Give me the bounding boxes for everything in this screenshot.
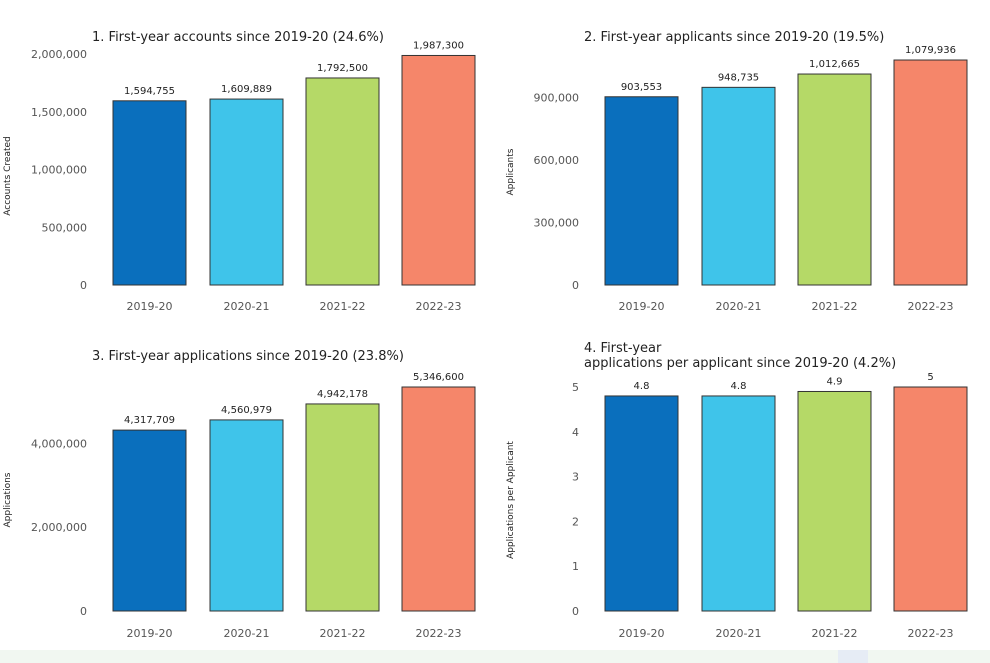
- x-tick-label: 2020-21: [716, 300, 762, 313]
- x-tick-label: 2019-20: [127, 627, 173, 640]
- bar: [701, 86, 776, 286]
- chart-title: 2. First-year applicants since 2019-20 (…: [584, 30, 884, 45]
- y-tick-label: 900,000: [534, 92, 580, 105]
- y-tick-label: 300,000: [534, 217, 580, 230]
- x-tick-label: 2020-21: [716, 627, 762, 640]
- y-tick-label: 2,000,000: [31, 48, 87, 61]
- y-axis-label: Applications: [3, 472, 13, 527]
- y-tick-label: 2,000,000: [31, 521, 87, 534]
- y-tick-label: 0: [80, 279, 87, 292]
- bar: [305, 403, 380, 612]
- x-tick-label: 2021-22: [320, 300, 366, 313]
- bar: [401, 54, 476, 286]
- x-tick-label: 2022-23: [416, 300, 462, 313]
- y-tick-label: 1,500,000: [31, 106, 87, 119]
- chart-title: 1. First-year accounts since 2019-20 (24…: [92, 30, 384, 45]
- bar: [797, 73, 872, 286]
- bar: [701, 395, 776, 612]
- x-tick-label: 2021-22: [320, 627, 366, 640]
- data-label: 1,012,665: [809, 59, 860, 70]
- data-label: 5,346,600: [413, 372, 464, 383]
- data-label: 903,553: [621, 82, 662, 93]
- x-tick-label: 2019-20: [619, 627, 665, 640]
- y-tick-label: 600,000: [534, 154, 580, 167]
- bar: [893, 386, 968, 612]
- y-tick-label: 500,000: [42, 221, 88, 234]
- y-tick-label: 2: [572, 515, 579, 528]
- x-tick-label: 2019-20: [619, 300, 665, 313]
- data-label: 5: [927, 372, 933, 383]
- bar: [604, 96, 679, 286]
- data-label: 1,594,755: [124, 86, 175, 97]
- bar: [112, 429, 187, 612]
- y-tick-label: 0: [572, 279, 579, 292]
- bar: [401, 386, 476, 612]
- bar: [797, 390, 872, 612]
- bar: [209, 419, 284, 612]
- data-label: 4.8: [731, 381, 747, 392]
- data-label: 1,079,936: [905, 45, 956, 56]
- bar: [604, 395, 679, 612]
- data-label: 4,560,979: [221, 405, 272, 416]
- x-tick-label: 2022-23: [416, 627, 462, 640]
- data-label: 4.8: [634, 381, 650, 392]
- y-tick-label: 1,000,000: [31, 164, 87, 177]
- y-tick-label: 5: [572, 381, 579, 394]
- footer-strip: [0, 650, 990, 663]
- x-tick-label: 2021-22: [812, 300, 858, 313]
- bar: [112, 100, 187, 286]
- y-axis-label: Applications per Applicant: [506, 441, 516, 559]
- x-tick-label: 2020-21: [224, 627, 270, 640]
- bar: [893, 59, 968, 286]
- footer-box: [838, 650, 868, 663]
- x-tick-label: 2020-21: [224, 300, 270, 313]
- x-tick-label: 2019-20: [127, 300, 173, 313]
- y-tick-label: 1: [572, 560, 579, 573]
- x-tick-label: 2021-22: [812, 627, 858, 640]
- chart-title: 4. First-year: [584, 341, 662, 356]
- data-label: 1,987,300: [413, 40, 464, 51]
- data-label: 4,317,709: [124, 415, 175, 426]
- y-axis-label: Accounts Created: [3, 136, 13, 216]
- bar: [209, 98, 284, 286]
- chart-title: 3. First-year applications since 2019-20…: [92, 349, 404, 364]
- y-tick-label: 3: [572, 471, 579, 484]
- data-label: 948,735: [718, 72, 759, 83]
- data-label: 1,609,889: [221, 84, 272, 95]
- chart-title: applications per applicant since 2019-20…: [584, 356, 896, 371]
- y-axis-label: Applicants: [506, 148, 516, 195]
- data-label: 4,942,178: [317, 389, 368, 400]
- x-tick-label: 2022-23: [908, 300, 954, 313]
- y-tick-label: 4: [572, 426, 579, 439]
- bar: [305, 77, 380, 286]
- y-tick-label: 0: [80, 605, 87, 618]
- data-label: 4.9: [827, 376, 843, 387]
- x-tick-label: 2022-23: [908, 627, 954, 640]
- y-tick-label: 0: [572, 605, 579, 618]
- y-tick-label: 4,000,000: [31, 437, 87, 450]
- data-label: 1,792,500: [317, 63, 368, 74]
